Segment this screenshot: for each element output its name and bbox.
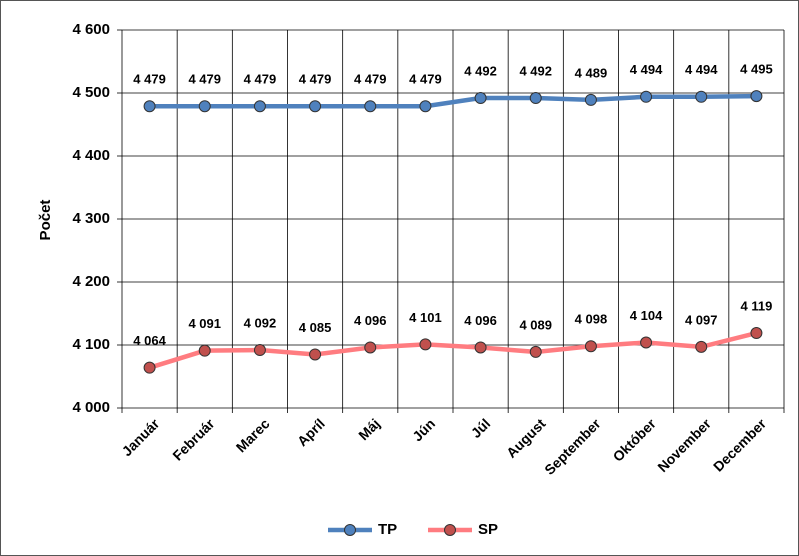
data-label: 4 479 <box>133 72 166 87</box>
data-label: 4 494 <box>685 62 718 77</box>
point <box>695 340 708 353</box>
point <box>364 341 377 354</box>
data-label: 4 495 <box>740 62 773 77</box>
point <box>474 92 487 105</box>
y-tick-label: 4 100 <box>72 336 110 353</box>
data-label: 4 479 <box>188 72 221 87</box>
point <box>253 344 266 357</box>
data-label: 4 097 <box>685 312 718 327</box>
y-axis-label: Počet <box>37 200 54 241</box>
point <box>143 100 156 113</box>
y-tick-label: 4 500 <box>72 84 110 101</box>
point <box>529 92 542 105</box>
point <box>584 93 597 106</box>
point <box>640 336 653 349</box>
point <box>695 90 708 103</box>
data-label: 4 479 <box>299 72 332 87</box>
point <box>529 345 542 358</box>
point <box>750 327 763 340</box>
point <box>198 344 211 357</box>
data-label: 4 492 <box>464 63 497 78</box>
point <box>364 100 377 113</box>
data-label: 4 104 <box>630 308 663 323</box>
y-tick-label: 4 000 <box>72 399 110 416</box>
data-label: 4 085 <box>299 320 332 335</box>
data-label: 4 098 <box>575 312 608 327</box>
y-tick-label: 4 200 <box>72 273 110 290</box>
y-tick-label: 4 300 <box>72 210 110 227</box>
data-label: 4 489 <box>575 65 608 80</box>
point <box>419 100 432 113</box>
y-tick-label: 4 400 <box>72 147 110 164</box>
data-label: 4 479 <box>409 72 442 87</box>
point <box>253 100 266 113</box>
series-line <box>149 93 757 109</box>
legend-label: TP <box>378 521 397 538</box>
data-label: 4 064 <box>133 333 166 348</box>
legend-label: SP <box>478 521 498 538</box>
data-label: 4 091 <box>188 316 221 331</box>
data-label: 4 089 <box>519 317 552 332</box>
point <box>309 100 322 113</box>
data-label: 4 494 <box>630 62 663 77</box>
point <box>750 90 763 103</box>
legend-marker <box>344 524 356 536</box>
point <box>143 361 156 374</box>
data-label: 4 096 <box>464 313 497 328</box>
data-label: 4 101 <box>409 310 442 325</box>
data-label: 4 119 <box>741 298 773 313</box>
data-label: 4 092 <box>244 315 277 330</box>
point <box>309 348 322 361</box>
legend-marker <box>444 524 456 536</box>
data-label: 4 479 <box>244 72 277 87</box>
point <box>640 90 653 103</box>
point <box>198 100 211 113</box>
data-label: 4 096 <box>354 313 387 328</box>
y-tick-label: 4 600 <box>72 21 110 38</box>
data-label: 4 492 <box>519 63 552 78</box>
point <box>419 338 432 351</box>
point <box>584 340 597 353</box>
data-label: 4 479 <box>354 72 387 87</box>
series-line <box>148 330 757 370</box>
point <box>474 341 487 354</box>
